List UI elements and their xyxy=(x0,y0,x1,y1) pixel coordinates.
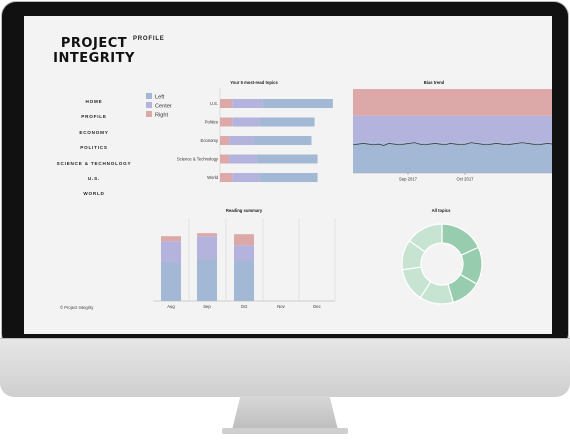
topics-bar-center xyxy=(232,173,260,182)
topics-bar-right xyxy=(220,154,230,164)
reading-summary-chart: Aug Sep Oct Nov Dec xyxy=(153,218,336,309)
reading-bar-center xyxy=(197,236,217,260)
bias-trend-line xyxy=(353,142,552,146)
all-topics-title: All topics xyxy=(431,208,451,213)
monitor-stand xyxy=(232,396,338,430)
legend-label-center: Center xyxy=(155,103,172,109)
legend-swatch-right xyxy=(146,111,152,117)
topics-bar-right xyxy=(220,136,230,145)
bias-x-tick-label: Oct 2017 xyxy=(457,177,475,182)
topics-bar-center xyxy=(229,136,254,145)
legend-label-right: Right xyxy=(155,112,169,118)
bias-band-right xyxy=(353,89,552,116)
topics-bar-right xyxy=(220,117,233,127)
nav-item-science-technology[interactable]: SCIENCE & TECHNOLOGY xyxy=(56,160,132,166)
all-topics-donut xyxy=(401,223,483,305)
topics-bar-left xyxy=(259,117,315,127)
reading-bar-center xyxy=(161,241,181,263)
topics-bar-left xyxy=(253,136,312,145)
app-screen: PROJECT INTEGRITY PROFILE HOME PROFILE E… xyxy=(24,16,552,334)
main-nav: HOME PROFILE ECONOMY POLITICS SCIENCE & … xyxy=(34,94,154,202)
brand-line-2: INTEGRITY xyxy=(53,51,135,66)
topics-bar-left xyxy=(256,154,318,164)
topics-bar-left xyxy=(262,99,333,108)
reading-bar-right xyxy=(197,233,217,237)
brand-line-1: PROJECT xyxy=(60,36,128,51)
reading-bar-left xyxy=(234,260,254,301)
reading-bar-left xyxy=(161,262,181,301)
topics-bar-left xyxy=(259,173,318,182)
topics-bar-right xyxy=(220,99,233,108)
reading-bar-right xyxy=(161,236,181,242)
legend-swatch-left xyxy=(146,93,152,99)
topics-category-label: Politics xyxy=(205,120,218,125)
bias-trend-chart: Sep 2017 Oct 2017 xyxy=(353,89,552,182)
nav-item-economy[interactable]: ECONOMY xyxy=(79,129,109,135)
reading-x-label: Dec xyxy=(313,304,320,309)
page-title: PROFILE xyxy=(133,36,165,42)
nav-item-profile[interactable]: PROFILE xyxy=(81,114,107,120)
reading-summary-title: Reading summary xyxy=(225,208,263,213)
legend-swatch-center xyxy=(146,102,152,108)
topics-bar-center xyxy=(232,99,263,108)
topics-chart-title: Your 5 most-read topics xyxy=(230,80,278,85)
nav-item-home[interactable]: HOME xyxy=(85,99,103,104)
topics-category-label: Economy xyxy=(201,138,219,143)
bias-band-center xyxy=(353,115,552,143)
footer-copyright: © Project Integrity xyxy=(60,305,94,310)
nav-item-us[interactable]: U.S. xyxy=(87,175,101,181)
topics-bar-right xyxy=(220,173,233,182)
reading-bar-left xyxy=(197,259,217,301)
reading-x-label: Sep xyxy=(203,304,211,309)
reading-x-label: Nov xyxy=(277,304,285,309)
bias-band-left xyxy=(353,142,552,173)
monitor-chin xyxy=(0,338,570,397)
topics-category-label: World xyxy=(207,175,219,180)
nav-item-politics[interactable]: POLITICS xyxy=(80,145,108,151)
nav-item-world[interactable]: WORLD xyxy=(83,191,105,197)
donut-slice xyxy=(408,223,443,253)
topics-category-label: U.S. xyxy=(210,101,218,106)
bias-trend-title: Bias trend xyxy=(423,80,445,85)
monitor-foot xyxy=(222,428,348,434)
topics-bar-center xyxy=(229,154,257,164)
reading-x-label: Oct xyxy=(241,304,248,309)
reading-bar-center xyxy=(234,245,254,261)
topics-chart: Left Center Right U.S. Politics Economy Scienc… xyxy=(146,88,333,183)
bias-x-tick-label: Sep 2017 xyxy=(399,177,418,182)
brand-logo[interactable]: PROJECT INTEGRITY xyxy=(34,36,154,66)
legend-label-left: Left xyxy=(155,94,165,100)
topics-bar-center xyxy=(232,117,260,127)
reading-x-label: Aug xyxy=(167,304,175,309)
topics-category-label: Science & Technology xyxy=(177,157,219,162)
reading-bar-right xyxy=(234,234,254,246)
